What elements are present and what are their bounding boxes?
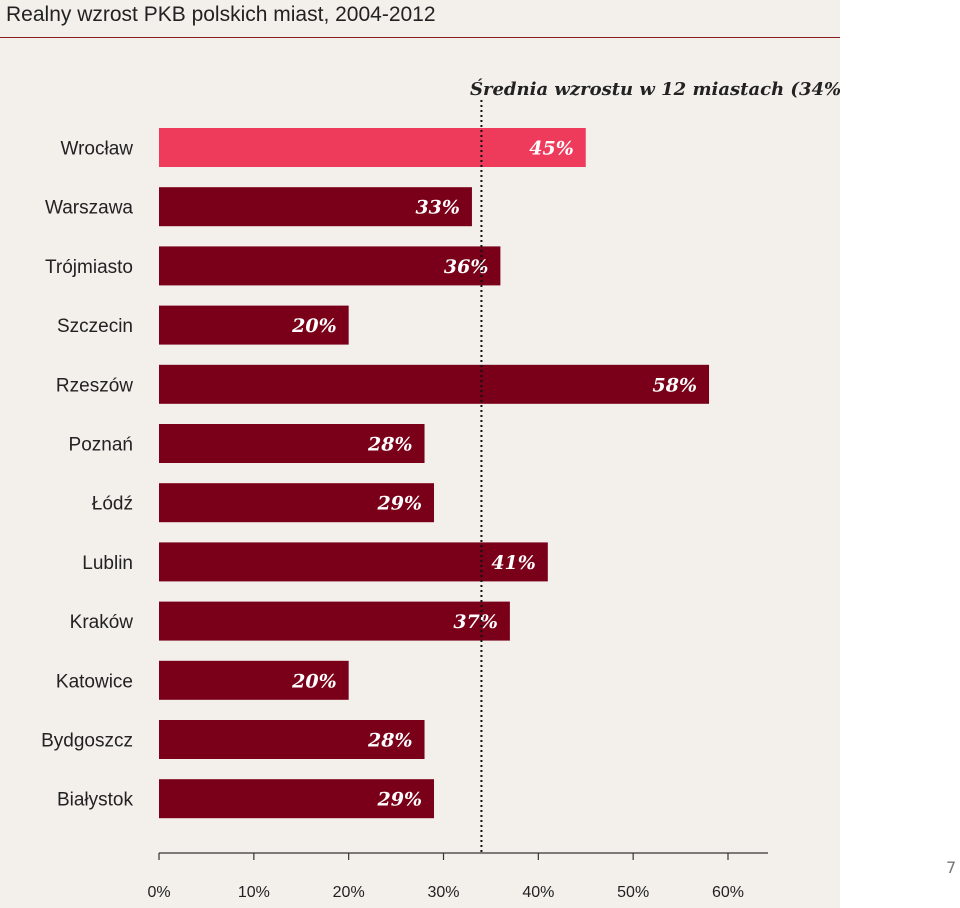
bar-chart: Wrocław 45% Warszawa 33% Trójmiasto 36% Szczec…	[41, 77, 840, 901]
bar-value-label: 29%	[377, 789, 423, 811]
x-tick-label: 20%	[333, 884, 365, 901]
category-label: Białystok	[57, 790, 134, 811]
category-label: Katowice	[56, 671, 133, 692]
bar-value-label: 20%	[291, 315, 337, 337]
bar	[159, 128, 586, 167]
x-tick-label: 40%	[522, 884, 554, 901]
category-label: Kraków	[70, 612, 134, 633]
category-label: Warszawa	[45, 198, 133, 219]
bar-value-label: 20%	[291, 670, 337, 692]
bar	[159, 542, 548, 582]
chart-panel: Realny wzrost PKB polskich miast, 2004-2…	[0, 0, 840, 908]
bar	[159, 187, 472, 227]
bar-value-label: 33%	[415, 197, 460, 219]
bar-value-label: 41%	[491, 552, 536, 574]
bar	[159, 720, 425, 759]
bar-value-label: 28%	[367, 434, 413, 456]
title-divider	[0, 37, 840, 38]
bar	[159, 660, 349, 700]
bar	[159, 305, 349, 345]
bar	[159, 364, 710, 404]
category-label: Szczecin	[57, 316, 133, 337]
bar	[159, 483, 435, 523]
bar	[159, 779, 435, 819]
bar-value-label: 29%	[377, 493, 423, 515]
bar-value-label: 45%	[529, 138, 574, 160]
category-label: Rzeszów	[56, 375, 133, 396]
x-tick-label: 30%	[427, 884, 459, 901]
bar	[159, 424, 425, 463]
x-tick-label: 50%	[617, 884, 649, 901]
bar-value-label: 28%	[367, 730, 413, 752]
chart-title: Realny wzrost PKB polskich miast, 2004-2…	[6, 3, 436, 26]
category-label: Trójmiasto	[45, 257, 133, 278]
bar	[159, 246, 501, 286]
category-label: Łódź	[92, 494, 133, 515]
page-number: 7	[946, 858, 957, 877]
category-label: Wrocław	[61, 139, 134, 160]
category-label: Poznań	[69, 435, 133, 456]
x-tick-label: 0%	[147, 884, 170, 901]
average-reference-label: Średnia wzrostu w 12 miastach (34%)	[470, 77, 840, 100]
bar-value-label: 37%	[453, 611, 498, 633]
category-label: Lublin	[82, 553, 133, 574]
category-label: Bydgoszcz	[41, 731, 133, 752]
bar-value-label: 58%	[653, 374, 698, 396]
bar-value-label: 36%	[444, 256, 489, 278]
x-tick-label: 10%	[238, 884, 270, 901]
x-tick-label: 60%	[712, 884, 744, 901]
bar	[159, 601, 510, 641]
